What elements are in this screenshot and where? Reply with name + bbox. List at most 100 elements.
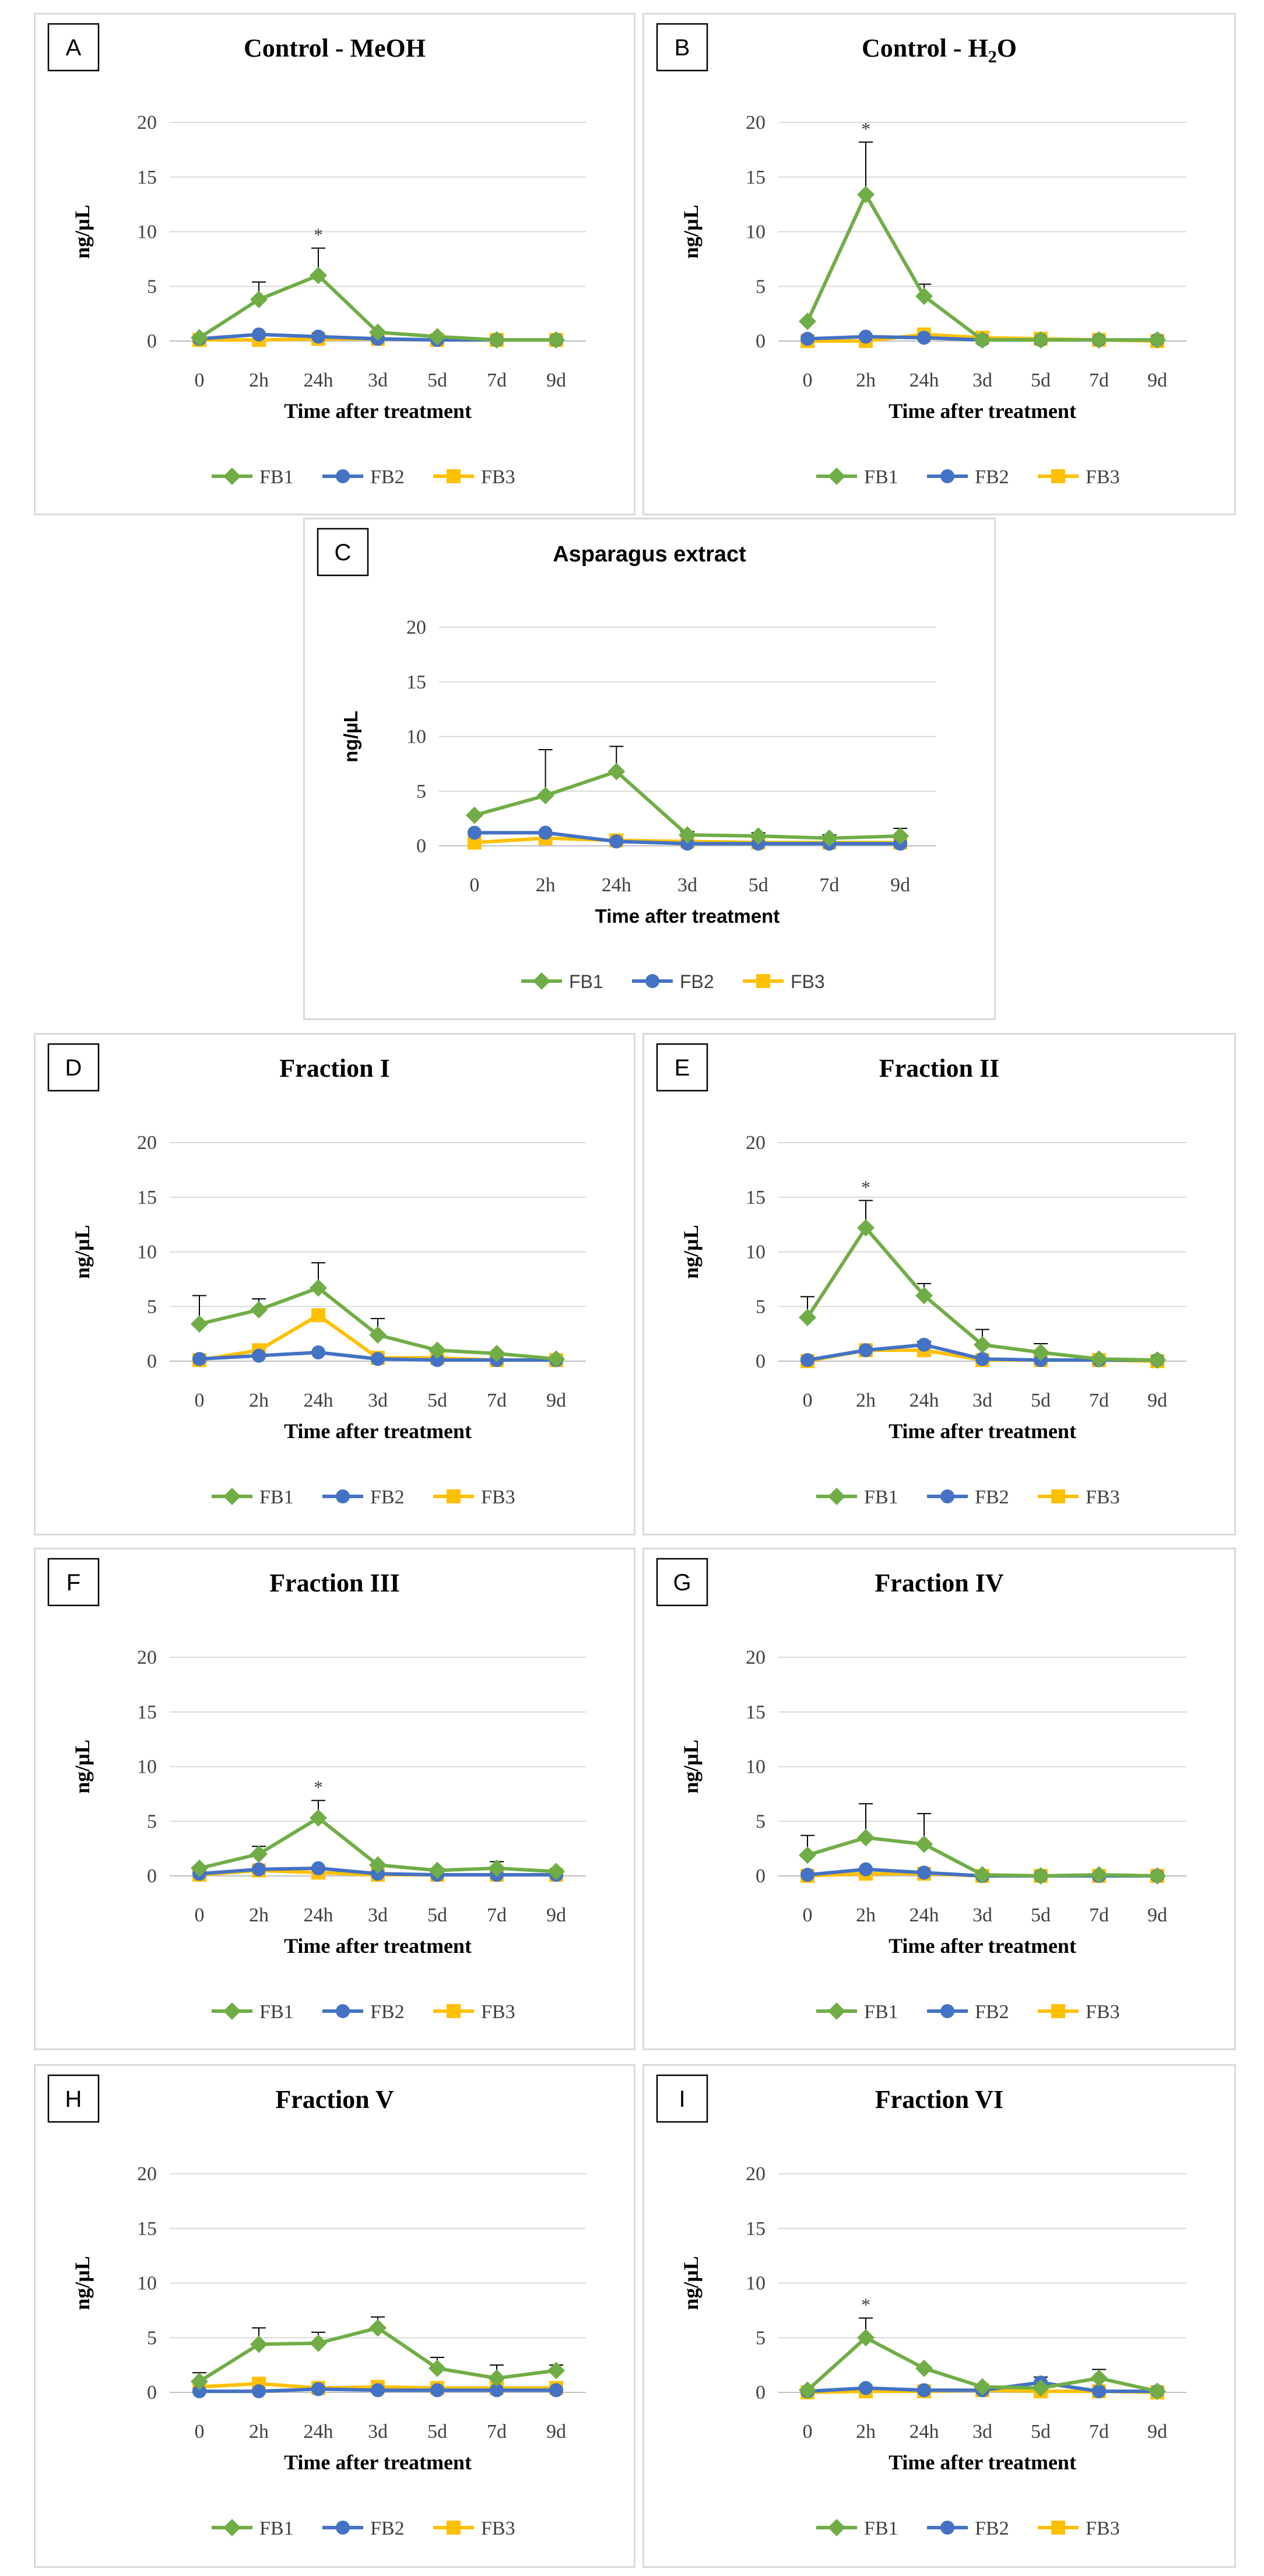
y-tick-label: 15 bbox=[746, 167, 766, 188]
data-point bbox=[371, 2383, 385, 2398]
data-point bbox=[191, 329, 208, 347]
x-tick-label: 0 bbox=[803, 1390, 813, 1411]
data-point bbox=[430, 2383, 444, 2398]
legend-label: FB3 bbox=[481, 1486, 515, 1508]
data-point bbox=[369, 2319, 387, 2337]
data-point bbox=[749, 827, 767, 845]
y-tick-label: 20 bbox=[137, 2163, 157, 2185]
x-tick-label: 2h bbox=[856, 2421, 876, 2443]
x-tick-label: 2h bbox=[856, 1390, 876, 1411]
data-point bbox=[917, 1337, 931, 1352]
data-point bbox=[799, 2381, 816, 2399]
legend-label: FB3 bbox=[481, 2001, 515, 2023]
y-tick-label: 15 bbox=[137, 167, 157, 188]
x-tick-label: 7d bbox=[1089, 370, 1109, 391]
legend-item-fb1: FB1 bbox=[212, 1486, 294, 1508]
data-point bbox=[1090, 1866, 1108, 1884]
legend-item-fb1: FB1 bbox=[816, 1486, 898, 1508]
y-tick-label: 20 bbox=[746, 1132, 766, 1154]
legend-label: FB2 bbox=[370, 2001, 405, 2023]
chart-panel-g: G Fraction IV 0 5 10 15 20 0 2h 24h 3d 5d 7d 9d Time a… bbox=[642, 1548, 1236, 2050]
data-point bbox=[547, 1862, 565, 1881]
legend-marker bbox=[756, 974, 770, 988]
y-tick-label: 20 bbox=[137, 1132, 157, 1154]
x-axis-title: Time after treatment bbox=[595, 905, 780, 927]
x-tick-label: 24h bbox=[304, 1390, 333, 1411]
x-tick-label: 9d bbox=[546, 1904, 566, 1926]
data-point bbox=[859, 2381, 873, 2395]
legend-label: FB3 bbox=[1086, 1486, 1120, 1508]
data-point bbox=[915, 1835, 933, 1853]
x-tick-label: 2h bbox=[249, 370, 269, 391]
series-fb1 bbox=[191, 2316, 565, 2391]
x-tick-label: 2h bbox=[536, 874, 556, 896]
chart-title: Fraction VI bbox=[875, 2085, 1003, 2114]
chart-svg: B Control - H2O 0 5 10 15 20 0 2h 24h 3d 5d 7d 9d Time… bbox=[656, 23, 1186, 488]
legend-item-fb3: FB3 bbox=[1038, 2001, 1120, 2023]
x-tick-label: 3d bbox=[677, 874, 697, 896]
data-point bbox=[915, 2359, 933, 2377]
data-point bbox=[859, 329, 873, 344]
chart-panel-f: F Fraction III 0 5 10 15 20 0 2h 24h 3d 5d 7d 9d Time … bbox=[34, 1548, 635, 2050]
y-tick-label: 10 bbox=[137, 1242, 157, 1263]
significance-marker: * bbox=[314, 224, 323, 245]
x-tick-label: 2h bbox=[249, 1904, 269, 1926]
chart-title: Asparagus extract bbox=[553, 542, 746, 567]
y-tick-label: 5 bbox=[756, 276, 766, 297]
significance-marker: * bbox=[314, 1777, 323, 1798]
y-tick-label: 20 bbox=[137, 112, 157, 133]
legend-label: FB1 bbox=[259, 2518, 294, 2539]
panel-letter-box bbox=[47, 1043, 100, 1092]
chart-svg: H Fraction V 0 5 10 15 20 0 2h 24h 3d 5d 7d 9d Time af… bbox=[47, 2074, 586, 2539]
y-tick-label: 0 bbox=[756, 331, 766, 352]
x-tick-label: 24h bbox=[910, 370, 939, 391]
legend-item-fb3: FB3 bbox=[433, 2001, 515, 2023]
data-point bbox=[1032, 1867, 1049, 1885]
chart-panel-h: H Fraction V 0 5 10 15 20 0 2h 24h 3d 5d 7d 9d Time af… bbox=[34, 2064, 635, 2568]
x-axis-title: Time after treatment bbox=[889, 399, 1076, 423]
legend-marker bbox=[336, 2521, 350, 2535]
chart-svg: A Control - MeOH 0 5 10 15 20 0 2h 24h 3d 5d 7d 9d Tim… bbox=[47, 23, 586, 488]
significance-marker: * bbox=[861, 118, 870, 139]
data-point bbox=[1149, 331, 1166, 349]
x-tick-label: 7d bbox=[1089, 1904, 1109, 1926]
data-point bbox=[252, 2384, 266, 2399]
panel-letter-box bbox=[47, 23, 100, 72]
legend-item-fb2: FB2 bbox=[927, 2518, 1009, 2539]
legend-marker bbox=[828, 2002, 845, 2020]
legend-item-fb3: FB3 bbox=[1038, 1486, 1120, 1508]
legend-item-fb1: FB1 bbox=[816, 2001, 898, 2023]
legend-item-fb3: FB3 bbox=[1038, 2518, 1120, 2539]
data-point bbox=[310, 266, 327, 284]
y-axis-title: ng/µL bbox=[71, 1225, 94, 1279]
x-tick-label: 5d bbox=[427, 1904, 447, 1926]
y-tick-label: 0 bbox=[147, 331, 157, 352]
series-fb1 bbox=[799, 1200, 1166, 1369]
y-axis-title: ng/µL bbox=[679, 205, 703, 259]
data-point bbox=[1149, 1867, 1166, 1885]
data-point bbox=[799, 1309, 816, 1326]
data-point bbox=[1149, 2382, 1166, 2401]
panel-letter: H bbox=[65, 2086, 82, 2112]
x-tick-label: 0 bbox=[195, 2421, 205, 2443]
y-tick-label: 15 bbox=[746, 1702, 766, 1723]
data-point bbox=[310, 2334, 327, 2352]
x-tick-label: 0 bbox=[803, 2421, 813, 2443]
x-tick-label: 9d bbox=[1147, 370, 1167, 391]
panel-letter-box bbox=[47, 2074, 100, 2123]
data-point bbox=[800, 332, 814, 346]
data-point bbox=[1090, 2369, 1108, 2387]
x-tick-label: 3d bbox=[368, 2421, 388, 2443]
chart-svg: I Fraction VI 0 5 10 15 20 0 2h 24h 3d 5d 7d 9d Time a… bbox=[656, 2074, 1186, 2539]
x-tick-label: 9d bbox=[1147, 1904, 1167, 1926]
data-point bbox=[250, 1845, 268, 1863]
legend-label: FB3 bbox=[481, 466, 515, 488]
x-tick-label: 24h bbox=[304, 1904, 333, 1926]
x-tick-label: 2h bbox=[856, 370, 876, 391]
y-tick-label: 10 bbox=[746, 1756, 766, 1778]
data-point bbox=[252, 327, 266, 342]
chart-svg: D Fraction I 0 5 10 15 20 0 2h 24h 3d 5d 7d 9d Time af… bbox=[47, 1043, 586, 1508]
data-point bbox=[252, 1862, 266, 1876]
data-point bbox=[1032, 1344, 1049, 1361]
data-point bbox=[310, 1279, 327, 1297]
